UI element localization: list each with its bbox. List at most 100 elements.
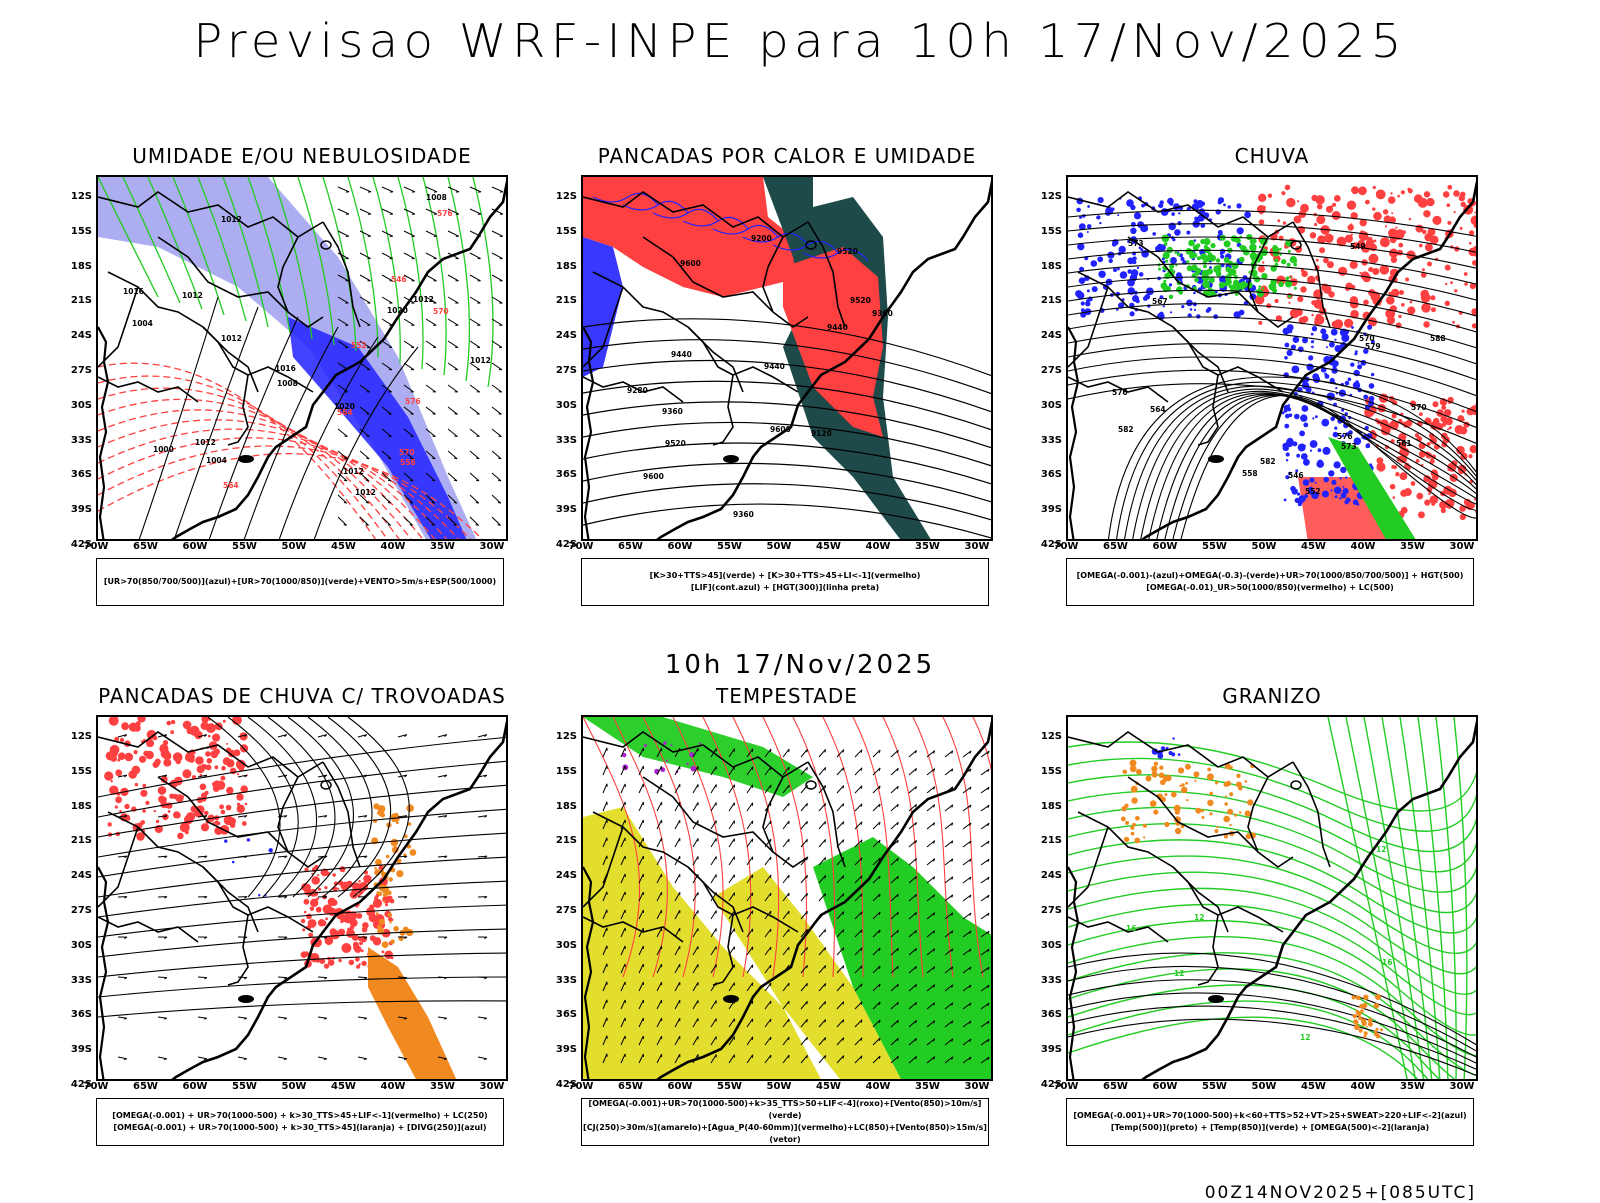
contour-label: 9520 [837,247,858,256]
lat-tick-label: 24S [62,330,92,341]
contour-label: 1012 [343,467,364,476]
lat-tick-label: 21S [547,835,577,846]
lat-tick-label: 21S [1032,295,1062,306]
lat-tick-label: 30S [62,400,92,411]
contour-label: 1012 [470,356,491,365]
lat-tick-label: 18S [547,261,577,272]
lat-tick-label: 39S [547,1044,577,1055]
lon-tick-label: 45W [1297,1081,1331,1092]
lon-tick-label: 60W [663,541,697,552]
lat-tick-label: 36S [1032,1009,1062,1020]
contour-label: 549 [1350,242,1366,251]
legend-line: [Temp(500)](preto) + [Temp(850)](verde) … [1067,1122,1473,1134]
lat-tick-label: 39S [1032,504,1062,515]
contour-label: 12 [1194,913,1204,922]
map-canvas-tempestade [583,717,993,1081]
lon-tick-label: 55W [1198,541,1232,552]
lat-tick-label: 39S [62,1044,92,1055]
lon-tick-label: 70W [1049,541,1083,552]
legend-umidade: [UR>70(850/700/500)](azul)+[UR>70(1000/8… [96,558,504,606]
lon-tick-label: 65W [129,1081,163,1092]
lat-tick-label: 12S [1032,731,1062,742]
legend-line: [OMEGA(-0.001) + UR>70(1000-500) + k>30_… [97,1110,503,1122]
contour-label: 9360 [872,309,893,318]
legend-tempestade: [OMEGA(-0.001)+UR>70(1000-500)+k>35_TTS>… [581,1098,989,1146]
lon-tick-label: 30W [960,541,994,552]
lat-tick-label: 33S [62,975,92,986]
legend-line: [OMEGA(-0.001)-(azul)+OMEGA(-0.3)-(verde… [1067,570,1473,582]
contour-label: 9520 [665,439,686,448]
map-canvas-trovoadas [98,717,508,1081]
contour-label: 573 [1128,239,1144,248]
contour-label: 552 [351,341,367,350]
lat-tick-label: 30S [1032,400,1062,411]
legend-pancadas-calor: [K>30+TTS>45](verde) + [K>30+TTS>45+LI<-… [581,558,989,606]
legend-line: [UR>70(850/700/500)](azul)+[UR>70(1000/8… [97,576,503,588]
lon-tick-label: 35W [426,541,460,552]
contour-label: 558 [400,458,416,467]
lat-tick-label: 27S [547,905,577,916]
lat-tick-label: 36S [62,1009,92,1020]
contour-label: 561 [1396,439,1412,448]
panel-title-chuva: CHUVA [1066,144,1478,168]
lat-tick-label: 12S [62,731,92,742]
lat-tick-label: 33S [547,435,577,446]
lat-tick-label: 30S [547,940,577,951]
lon-tick-label: 60W [178,1081,212,1092]
lat-tick-label: 24S [1032,870,1062,881]
lat-tick-label: 21S [547,295,577,306]
contour-label: 12 [1300,1033,1310,1042]
run-info-footer: 00Z14NOV2025+[085UTC] [1205,1183,1476,1203]
legend-trovoadas: [OMEGA(-0.001) + UR>70(1000-500) + k>30_… [96,1098,504,1146]
lon-tick-label: 60W [178,541,212,552]
lon-tick-label: 50W [1247,1081,1281,1092]
lat-tick-label: 21S [62,835,92,846]
lat-tick-label: 21S [62,295,92,306]
contour-label: 582 [1260,457,1276,466]
contour-label: 579 [1365,342,1381,351]
lon-tick-label: 40W [1346,1081,1380,1092]
lon-tick-label: 65W [614,1081,648,1092]
lat-tick-label: 36S [547,469,577,480]
contour-label: 576 [437,209,453,218]
forecast-time-subtitle: 10h 17/Nov/2025 [0,650,1600,680]
contour-label: 582 [1118,425,1134,434]
lat-tick-label: 15S [547,766,577,777]
lon-tick-label: 30W [1445,1081,1479,1092]
panel-title-umidade: UMIDADE E/OU NEBULOSIDADE [96,144,508,168]
contour-label: 1004 [132,319,153,328]
lon-tick-label: 55W [713,1081,747,1092]
contour-label: 573 [1341,442,1357,451]
lat-tick-label: 30S [1032,940,1062,951]
lat-tick-label: 21S [1032,835,1062,846]
contour-label: 12 [1174,969,1184,978]
lat-tick-label: 27S [547,365,577,376]
lat-tick-label: 12S [1032,191,1062,202]
lat-tick-label: 27S [62,365,92,376]
contour-label: 546 [391,275,407,284]
contour-label: 1016 [123,287,144,296]
contour-label: 9600 [680,259,701,268]
lat-tick-label: 12S [547,731,577,742]
page-title: Previsao WRF-INPE para 10h 17/Nov/2025 [0,14,1600,68]
contour-label: 16 [1126,924,1136,933]
contour-label: 564 [337,408,353,417]
lon-tick-label: 50W [277,1081,311,1092]
contour-label: 9600 [643,472,664,481]
map-canvas-chuva: 5885825825765705675645615585525495465765… [1068,177,1478,541]
contour-label: 1004 [206,456,227,465]
lat-tick-label: 18S [1032,261,1062,272]
lon-tick-label: 45W [327,541,361,552]
lat-tick-label: 36S [62,469,92,480]
lat-tick-label: 39S [62,504,92,515]
lat-tick-label: 24S [1032,330,1062,341]
contour-label: 1008 [426,193,447,202]
panel-title-tempestade: TEMPESTADE [581,684,993,708]
lon-tick-label: 40W [861,1081,895,1092]
lat-tick-label: 12S [547,191,577,202]
lon-tick-label: 55W [228,541,262,552]
